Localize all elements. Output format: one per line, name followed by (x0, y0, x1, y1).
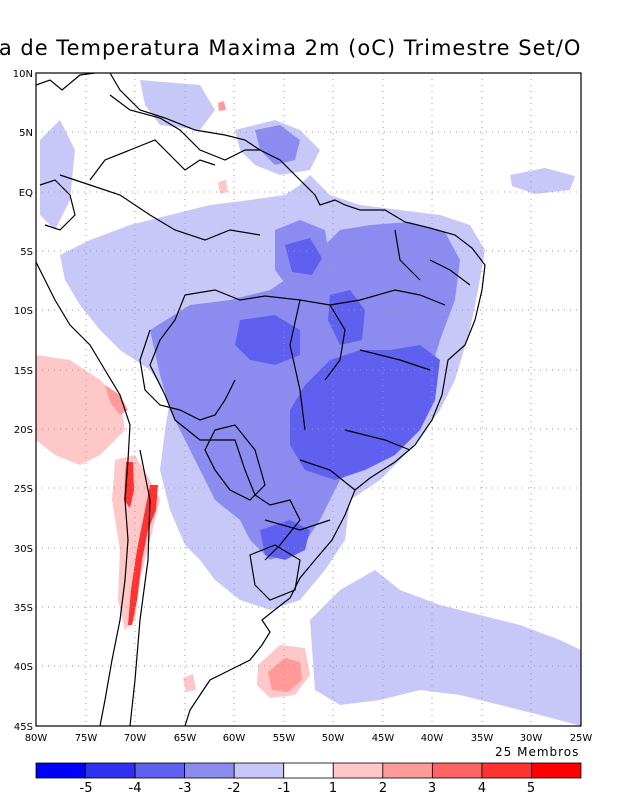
lon-tick-label: 60W (223, 733, 246, 744)
lat-tick-label: 15S (14, 366, 33, 377)
lon-tick-label: 50W (322, 733, 345, 744)
colorbar (35, 762, 582, 779)
lon-tick-label: 70W (124, 733, 147, 744)
lat-tick-label: 10S (14, 306, 33, 317)
colorbar-swatch (35, 762, 86, 779)
colorbar-swatch (184, 762, 235, 779)
lat-tick-label: 20S (14, 425, 33, 436)
colorbar-swatch (481, 762, 532, 779)
colorbar-swatch (233, 762, 285, 779)
colorbar-label: 5 (527, 781, 535, 796)
lat-tick-label: 5N (19, 128, 33, 139)
anomaly-region-strong-cold-center (235, 315, 300, 365)
lat-tick-label: 35S (14, 603, 33, 614)
lon-tick-label: 25W (570, 733, 593, 744)
anomaly-region-strong-cold-amazon (285, 238, 322, 275)
members-note: 25 Membros (495, 745, 580, 759)
lon-tick-label: 30W (520, 733, 543, 744)
border-bolivia (139, 329, 236, 421)
lon-tick-label: 45W (372, 733, 395, 744)
border-peru-colombia (59, 139, 261, 241)
border-brazil-states (264, 229, 471, 531)
colorbar-label: 3 (428, 781, 436, 796)
border-argentina-chile (129, 449, 151, 726)
colorbar-swatch (332, 762, 384, 779)
anomaly-region-strong-cold (290, 345, 440, 480)
colorbar-label: -1 (278, 781, 291, 796)
border-uruguay (249, 544, 301, 601)
lon-tick-label: 55W (273, 733, 296, 744)
lon-tick-label: 35W (471, 733, 494, 744)
colorbar-label: -2 (228, 781, 241, 796)
anomaly-region-weak-cold-west (40, 120, 75, 230)
colorbar-label: -4 (129, 781, 142, 796)
colorbar-swatch (431, 762, 483, 779)
colorbar-labels: -5 -4 -3 -2 -1 1 2 3 4 5 (80, 781, 536, 796)
border-venezuela (109, 94, 260, 161)
anomaly-region-mid-cold-north (255, 125, 300, 165)
lon-tick-label: 80W (25, 733, 48, 744)
lat-tick-label: 40S (14, 662, 33, 673)
border-ecuador (39, 179, 76, 231)
border-paraguay (204, 424, 266, 501)
anomaly-region-weak-warm-patagonia (183, 674, 196, 692)
lat-tick-label: EQ (19, 188, 33, 199)
anomaly-region-warm-spot-north (218, 180, 228, 194)
lat-tick-label: 45S (14, 722, 33, 733)
colorbar-label: 1 (329, 781, 337, 796)
lon-tick-label: 75W (75, 733, 98, 744)
lat-axis: 10N 5N EQ 5S 10S 15S 20S 25S 30S 35S 40S… (13, 69, 33, 733)
colorbar-label: 4 (478, 781, 486, 796)
anomaly-region-weak-warm-pacific (36, 355, 125, 465)
lat-tick-label: 30S (14, 544, 33, 555)
lat-tick-label: 5S (20, 247, 33, 258)
colorbar-swatch (85, 762, 136, 779)
lon-tick-label: 65W (174, 733, 197, 744)
colorbar-swatch (382, 762, 433, 779)
anomaly-region-warm-spot-nw (218, 101, 226, 111)
anomaly-region-weak-cold-atlantic (310, 570, 581, 726)
coastline-south-america (36, 73, 486, 726)
anomaly-region-mid-warm-coast (105, 385, 128, 415)
anomaly-region-strong-cold-south (260, 520, 310, 560)
lat-tick-label: 10N (13, 69, 33, 80)
anomaly-region-weak-cold-equatorial (510, 168, 575, 194)
map-border (35, 72, 582, 727)
colorbar-swatch (531, 762, 582, 779)
colorbar-label: -5 (80, 781, 93, 796)
lon-tick-label: 40W (421, 733, 444, 744)
colorbar-label: -3 (179, 781, 192, 796)
colorbar-swatch (134, 762, 186, 779)
colorbar-swatch (283, 762, 334, 779)
lat-tick-label: 25S (14, 484, 33, 495)
map-title: ia de Temperatura Maxima 2m (oC) Trimest… (0, 36, 582, 60)
lon-axis: 80W 75W 70W 65W 60W 55W 50W 45W 40W 35W … (25, 733, 593, 744)
colorbar-label: 2 (379, 781, 387, 796)
